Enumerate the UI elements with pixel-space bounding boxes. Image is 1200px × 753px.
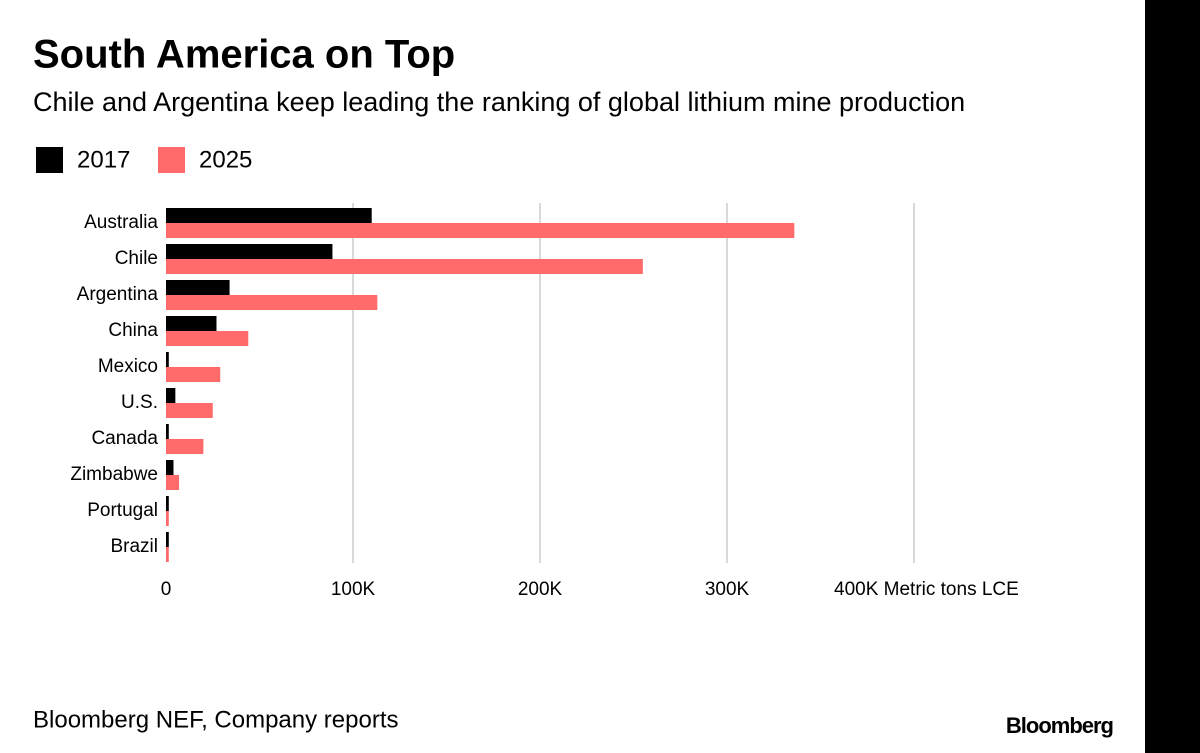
y-tick-label: Portugal xyxy=(87,500,158,521)
x-tick-label: 0 xyxy=(161,579,172,600)
bar xyxy=(166,331,249,346)
x-tick-label: 100K xyxy=(331,579,376,600)
y-tick-label: Chile xyxy=(115,248,158,269)
y-tick-label: Zimbabwe xyxy=(70,464,158,485)
bar xyxy=(166,244,333,259)
y-tick-label: Australia xyxy=(84,212,158,233)
bar xyxy=(166,475,180,490)
legend-swatch xyxy=(158,147,185,173)
bar xyxy=(166,280,230,295)
y-tick-label: Argentina xyxy=(77,284,159,305)
x-tick-label: 300K xyxy=(705,579,750,600)
bar xyxy=(166,403,213,418)
bar xyxy=(166,388,176,403)
bar xyxy=(166,511,169,526)
legend-swatch xyxy=(36,147,63,173)
x-tick-label: 400K Metric tons LCE xyxy=(834,579,1019,600)
bar xyxy=(166,352,169,367)
chart-title: South America on Top xyxy=(33,33,455,77)
x-tick-label: 200K xyxy=(518,579,563,600)
brand: Bloomberg xyxy=(1006,713,1113,738)
bar xyxy=(166,316,217,331)
y-tick-label: China xyxy=(108,320,158,341)
bar xyxy=(166,496,169,511)
bar xyxy=(166,259,643,274)
chart-subtitle: Chile and Argentina keep leading the ran… xyxy=(33,87,965,117)
y-tick-label: Mexico xyxy=(98,356,158,377)
side-strip xyxy=(1145,0,1200,753)
y-tick-label: Canada xyxy=(91,428,158,449)
bar xyxy=(166,424,169,439)
bar xyxy=(166,460,174,475)
bar xyxy=(166,295,378,310)
bar xyxy=(166,547,169,562)
bar xyxy=(166,439,204,454)
legend-label: 2025 xyxy=(199,146,252,173)
bar xyxy=(166,223,795,238)
source: Bloomberg NEF, Company reports xyxy=(33,706,398,733)
bar xyxy=(166,208,372,223)
y-tick-label: U.S. xyxy=(121,392,158,413)
bar xyxy=(166,532,169,547)
y-tick-label: Brazil xyxy=(110,536,158,557)
bar xyxy=(166,367,221,382)
legend-label: 2017 xyxy=(77,146,130,173)
